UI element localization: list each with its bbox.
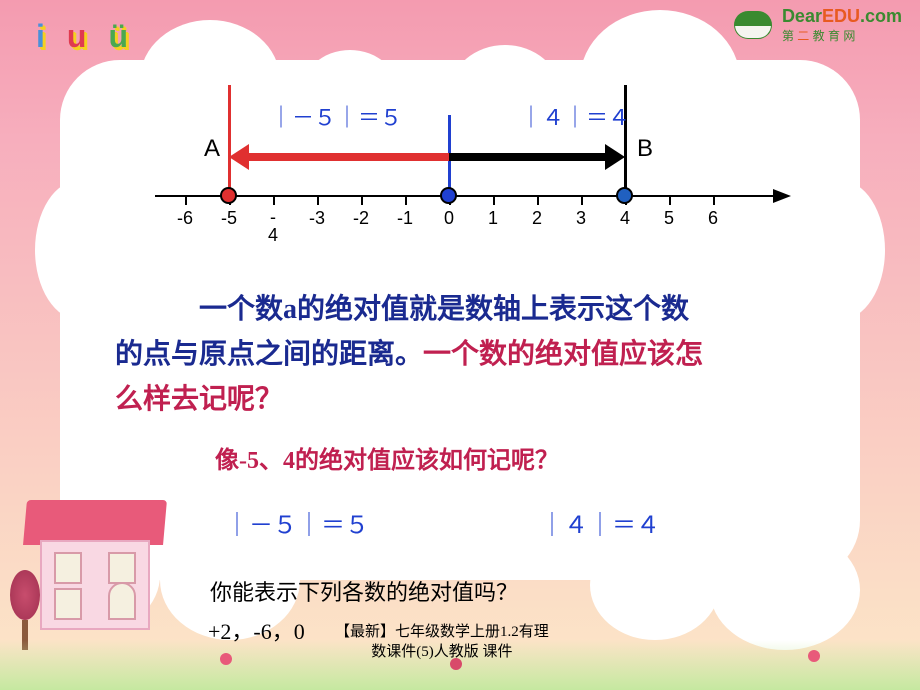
main-line2: 的点与原点之间的距离。 [115,339,423,370]
main-text: 一个数a的绝对值就是数轴上表示这个数 的点与原点之间的距离。一个数的绝对值应该怎… [115,288,703,422]
logo-text: DearEDU.com 第 二 教 育 网 [782,6,902,44]
tick [537,195,539,205]
tick-label: 3 [576,208,586,229]
slide: iuü DearEDU.com 第 二 教 育 网 -6 -5 -4 -3 -2 -1 0 1… [0,0,920,690]
axis-line [155,195,775,197]
number-line: -6-5-4-3-2-10123456AB [155,175,795,245]
tick-label: 1 [488,208,498,229]
tick [581,195,583,205]
arrow-red [247,153,449,161]
tick-label: 5 [664,208,674,229]
header-letter: u [67,18,87,55]
tick [185,195,187,205]
tick-label: -3 [309,208,325,229]
flower-icon [220,653,232,665]
point-a [220,187,237,204]
main-line1: 一个数a的绝对值就是数轴上表示这个数 [115,288,703,333]
tick-label: 0 [444,208,454,229]
tick-label: -2 [353,208,369,229]
cloud-bump [590,530,720,640]
logo-dear: Dear [782,6,822,26]
label-b: B [637,135,653,163]
tick-label: -5 [221,208,237,229]
axis-arrow-icon [773,189,793,208]
house-decoration [20,470,180,630]
label-a: A [204,135,220,163]
tick-label: 2 [532,208,542,229]
tick [361,195,363,205]
tick [317,195,319,205]
footer-line1: 【最新】七年级数学上册1.2有理 [335,623,549,643]
header-letter: i [36,18,45,55]
cloud-bump [795,180,885,320]
formula-bottom-left: ｜－５｜＝５ [225,505,369,540]
tick [669,195,671,205]
formula-top-left: ｜－５｜＝５ [270,100,402,132]
formula-bottom-right: ｜４｜＝４ [540,505,660,540]
footer-line2: 数课件(5)人教版 课件 [335,643,549,663]
logo-icon [734,11,774,39]
question-text: 你能表示下列各数的绝对值吗？ [210,575,518,607]
tick-label: 6 [708,208,718,229]
tick-label: -4 [268,208,278,244]
tick-label: -1 [397,208,413,229]
tick [493,195,495,205]
tick-label: -6 [177,208,193,229]
tick [405,195,407,205]
logo-com: .com [860,6,902,26]
point-origin [440,187,457,204]
tick [713,195,715,205]
logo-domain: DearEDU.com [782,6,902,27]
logo-sub: 第 二 教 育 网 [782,27,902,44]
tick-label: 4 [620,208,630,229]
main-line3: 么样去记呢？ [115,378,703,423]
cloud-bump [710,530,860,650]
point-b [616,187,633,204]
vertical-line [228,85,231,195]
footer: 【最新】七年级数学上册1.2有理 数课件(5)人教版 课件 [335,623,549,662]
tick [273,195,275,205]
answer-line: +2，-6，0 [208,614,305,646]
main-line2b: 一个数的绝对值应该怎 [423,339,703,370]
header-letter: ü [108,18,128,55]
header-letters: iuü [36,18,128,55]
cloud-bump [35,180,125,320]
logo: DearEDU.com 第 二 教 育 网 [734,6,902,44]
arrow-black [449,153,607,161]
main-line2-wrap: 的点与原点之间的距离。一个数的绝对值应该怎 [115,333,703,378]
formula-top-right: ｜４｜＝４ [520,100,630,132]
flower-icon [808,650,820,662]
sub-text: 像-5、4的绝对值应该如何记呢？ [215,440,559,475]
logo-edu: EDU [822,6,860,26]
